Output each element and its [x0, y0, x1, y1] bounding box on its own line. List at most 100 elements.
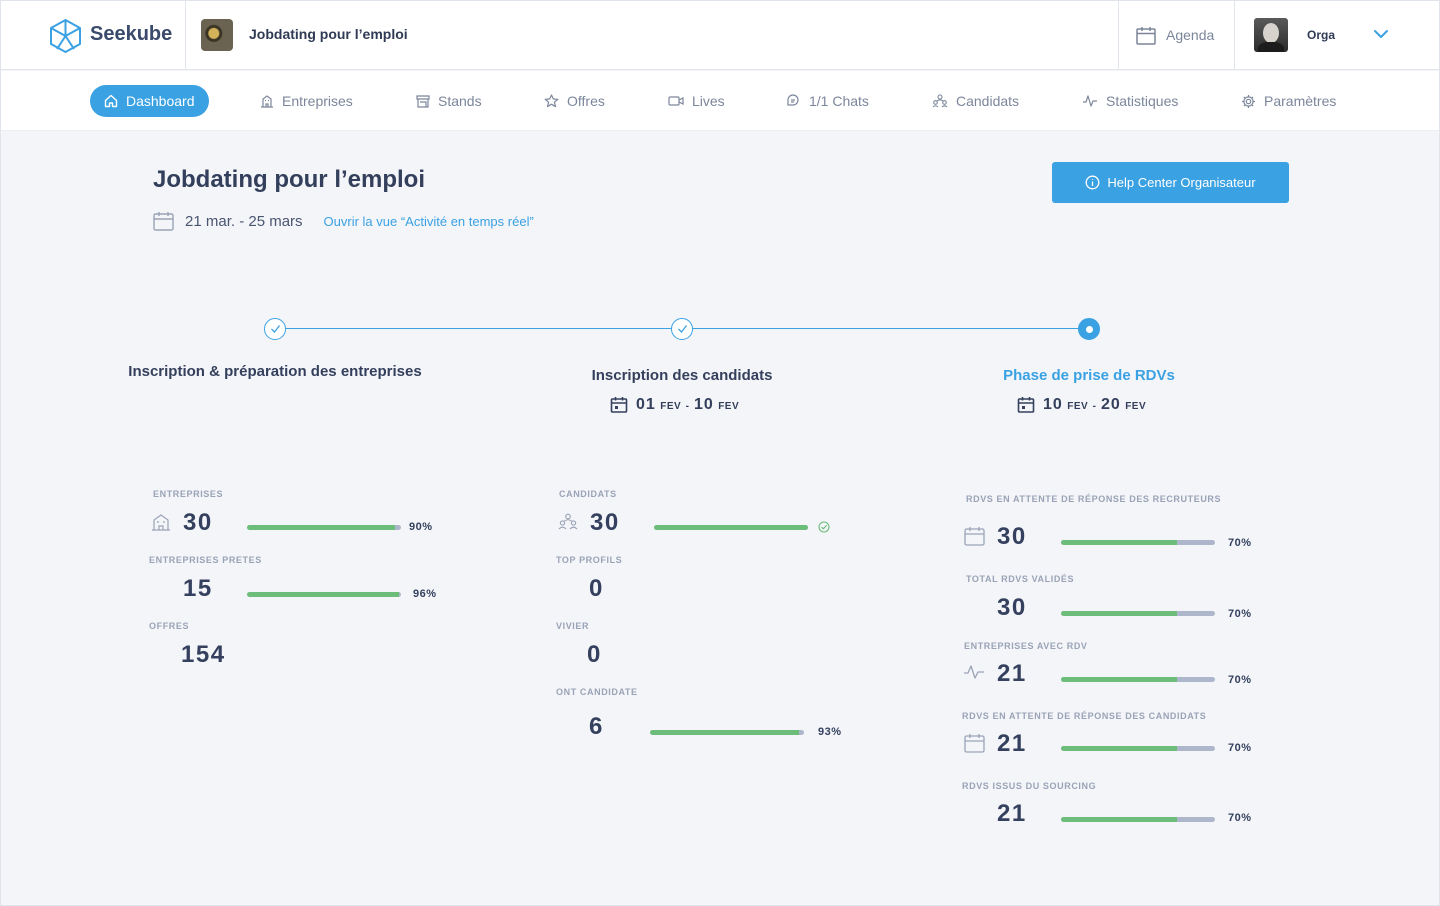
check-icon: [270, 325, 280, 333]
stat-value: 0: [589, 575, 604, 602]
building-icon: [152, 514, 170, 531]
phase-start-day: 10: [1043, 396, 1063, 413]
realtime-activity-link[interactable]: Ouvrir la vue “Activité en temps réel”: [323, 213, 534, 229]
timeline-connector: [286, 328, 671, 329]
progress-bar: [1061, 611, 1215, 616]
nav-label: Entreprises: [282, 93, 353, 109]
phase-title-current: Phase de prise de RDVs: [1003, 367, 1175, 384]
nav-label: Paramètres: [1264, 93, 1337, 109]
pulse-icon: [964, 665, 984, 679]
page-title: Jobdating pour l’emploi: [153, 166, 425, 193]
progress-bar: [1061, 677, 1215, 682]
stat-value: 21: [997, 660, 1027, 687]
stat-value: 0: [587, 641, 602, 668]
nav-offres[interactable]: Offres: [530, 85, 619, 117]
stat-label: TOP PROFILS: [556, 555, 623, 565]
nav-entreprises[interactable]: Entreprises: [246, 85, 367, 117]
event-name[interactable]: Jobdating pour l’emploi: [249, 26, 408, 42]
timeline-step-current: [1078, 318, 1100, 340]
info-icon: [1085, 175, 1100, 190]
timeline-step-done: [264, 318, 286, 340]
main-nav: Dashboard Entreprises Stands Offres Live…: [1, 71, 1439, 131]
phase-dates: 01 FEV - 10 FEV: [610, 396, 739, 414]
stat-percent: 90%: [409, 521, 433, 533]
stat-percent: 93%: [818, 726, 842, 738]
nav-statistiques[interactable]: Statistiques: [1068, 85, 1192, 117]
nav-label: Candidats: [956, 93, 1020, 109]
nav-stands[interactable]: Stands: [402, 85, 496, 117]
chevron-down-icon[interactable]: [1373, 28, 1389, 40]
user-name[interactable]: Orga: [1307, 28, 1336, 42]
progress-bar-fill: [1061, 540, 1177, 545]
nav-label: Offres: [567, 93, 605, 109]
nav-label: Stands: [438, 93, 482, 109]
stat-value: 30: [997, 523, 1027, 550]
stat-percent: 70%: [1228, 608, 1252, 620]
stat-label: RDVS EN ATTENTE DE RÉPONSE DES RECRUTEUR…: [966, 494, 1222, 504]
calendar-icon: [1017, 397, 1035, 413]
top-bar: Seekube Jobdating pour l’emploi Agenda O…: [1, 1, 1439, 70]
nav-lives[interactable]: Lives: [654, 85, 739, 117]
agenda-button[interactable]: Agenda: [1118, 1, 1235, 69]
stat-label: ONT CANDIDATE: [556, 687, 638, 697]
progress-bar: [247, 525, 401, 530]
stat-value: 21: [997, 730, 1027, 757]
progress-bar: [1061, 746, 1215, 751]
avatar[interactable]: [1254, 18, 1288, 52]
nav-label: 1/1 Chats: [809, 93, 869, 109]
video-icon: [668, 96, 684, 106]
stat-value: 30: [590, 509, 620, 536]
progress-bar: [247, 592, 401, 597]
stat-value: 21: [997, 800, 1027, 827]
event-dates: 21 mar. - 25 mars Ouvrir la vue “Activit…: [153, 211, 534, 231]
stat-label: TOTAL RDVS VALIDÉS: [966, 574, 1075, 584]
calendar-icon: [964, 734, 985, 753]
stat-label: ENTREPRISES AVEC RDV: [964, 641, 1088, 651]
home-icon: [104, 94, 118, 108]
phase-dates: 10 FEV - 20 FEV: [1017, 396, 1146, 414]
brand[interactable]: Seekube: [1, 1, 186, 69]
phase-start-day: 01: [636, 396, 656, 413]
building-icon: [261, 95, 273, 108]
progress-bar-fill: [654, 525, 808, 530]
calendar-icon: [153, 212, 174, 231]
stat-percent: 70%: [1228, 537, 1252, 549]
event-thumbnail[interactable]: [201, 19, 233, 51]
stat-percent: 70%: [1228, 674, 1252, 686]
people-icon: [558, 513, 578, 530]
phase-end-day: 20: [1100, 396, 1121, 413]
store-icon: [416, 95, 430, 108]
timeline-step-done: [671, 318, 693, 340]
nav-chats[interactable]: 1/1 Chats: [772, 85, 883, 117]
progress-bar: [1061, 540, 1215, 545]
phase-title: Inscription des candidats: [591, 367, 773, 384]
progress-bar: [654, 525, 808, 530]
stat-label: ENTREPRISES: [153, 489, 224, 499]
phase-date-sep: -: [1092, 401, 1097, 412]
nav-dashboard[interactable]: Dashboard: [90, 85, 209, 117]
stat-percent: 70%: [1228, 812, 1252, 824]
stat-label: RDVS EN ATTENTE DE RÉPONSE DES CANDIDATS: [962, 711, 1207, 721]
calendar-icon: [1136, 27, 1156, 45]
phase-title: Inscription & préparation des entreprise…: [128, 363, 422, 380]
stat-label: CANDIDATS: [559, 489, 617, 499]
progress-bar: [650, 730, 804, 735]
stat-value: 6: [589, 713, 604, 740]
star-icon: [544, 94, 559, 108]
check-circle-icon: [818, 521, 830, 533]
progress-bar-fill: [1061, 677, 1177, 682]
nav-label: Statistiques: [1106, 93, 1179, 109]
pulse-icon: [1083, 95, 1097, 107]
stat-percent: 70%: [1228, 742, 1252, 754]
stat-label: VIVIER: [556, 621, 590, 631]
help-center-button[interactable]: Help Center Organisateur: [1052, 162, 1289, 203]
stat-value: 30: [183, 509, 213, 536]
progress-bar-fill: [247, 525, 395, 530]
agenda-label: Agenda: [1166, 27, 1215, 43]
progress-bar-fill: [247, 592, 400, 597]
nav-parametres[interactable]: Paramètres: [1227, 85, 1350, 117]
stat-value: 15: [183, 575, 213, 602]
nav-candidats[interactable]: Candidats: [918, 85, 1033, 117]
people-icon: [932, 94, 948, 108]
phase-start-month: FEV: [660, 401, 682, 412]
